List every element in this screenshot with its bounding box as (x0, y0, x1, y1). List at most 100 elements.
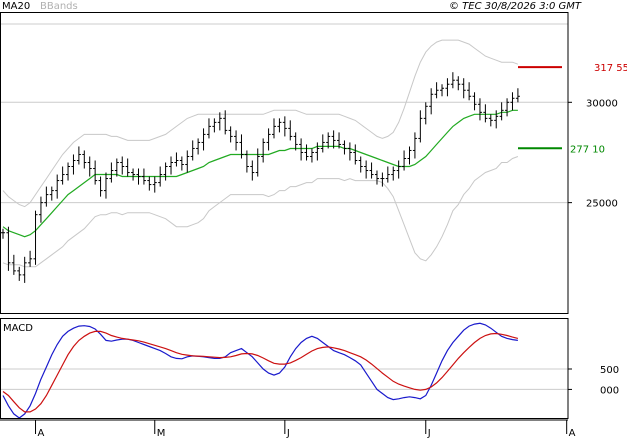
main-panel-frame (0, 12, 569, 314)
price-bar (288, 120, 293, 141)
price-bar (239, 134, 244, 159)
price-bar (461, 78, 466, 99)
price-bar (179, 156, 184, 171)
chart-labels: MA20 BBands © TEC 30/8/2026 3:0 GMT MACD (2, 1, 582, 334)
price-bar (515, 88, 520, 103)
price-bar (494, 110, 499, 129)
macd-line (2, 322, 518, 419)
price-bar (293, 132, 298, 151)
price-bar (76, 146, 81, 165)
price-bar (337, 132, 342, 149)
macd-panel (2, 322, 519, 419)
x-tick-label: A (38, 428, 45, 439)
price-bar (33, 210, 38, 265)
price-bar (11, 254, 16, 275)
bbands-legend-label: BBands (40, 1, 78, 12)
price-bar (250, 160, 255, 181)
macd-panel-frame (0, 318, 569, 419)
price-bar (282, 116, 287, 137)
resistance-label: 317 55 (594, 63, 627, 74)
price-bar (380, 172, 385, 187)
price-bar (22, 256, 27, 283)
price-bar (223, 110, 228, 135)
price-bar (163, 162, 168, 181)
price-bar (169, 156, 174, 175)
y-tick-label: 30000 (586, 98, 618, 109)
price-bar (467, 82, 472, 101)
price-bar (391, 166, 396, 181)
price-bar (510, 92, 515, 111)
price-bar (55, 174, 60, 199)
price-bar (234, 130, 239, 151)
price-bar (152, 176, 157, 193)
price-bar (483, 104, 488, 123)
price-bars (1, 72, 520, 283)
price-bar (304, 144, 309, 161)
price-bar (196, 138, 201, 155)
y-tick-label: 25000 (586, 199, 618, 210)
price-bar (82, 150, 87, 169)
price-bar (125, 158, 130, 177)
price-bar (98, 176, 103, 197)
price-bar (103, 172, 108, 199)
chart-frame: AMJJAS (0, 12, 576, 439)
price-bar (347, 142, 352, 161)
price-bar (71, 154, 76, 175)
price-bar (456, 76, 461, 91)
macd-y-tick-label: 000 (600, 385, 619, 396)
price-bar (60, 166, 65, 185)
macd-title: MACD (3, 323, 33, 334)
price-bar (315, 142, 320, 161)
price-bar (402, 150, 407, 171)
price-bar (358, 156, 363, 173)
ma20-series (2, 109, 518, 238)
price-bar (158, 166, 163, 187)
price-bar (38, 196, 43, 223)
x-tick-label: M (157, 428, 166, 439)
price-bar (412, 132, 417, 159)
price-bar (353, 144, 358, 165)
ma-legend-label: MA20 (2, 1, 30, 12)
price-bar (369, 162, 374, 179)
price-bar (418, 110, 423, 143)
x-tick-label: J (286, 428, 290, 439)
price-bar (445, 78, 450, 97)
x-tick-label: J (427, 428, 431, 439)
price-bar (326, 132, 331, 149)
price-bar (136, 168, 141, 185)
price-bar (407, 146, 412, 165)
price-bar (212, 118, 217, 133)
price-bar (364, 160, 369, 179)
ma20-line (2, 109, 518, 238)
price-bar (87, 156, 92, 177)
price-bar (244, 150, 249, 173)
price-bar (185, 150, 190, 173)
price-bar (206, 118, 211, 139)
price-bar (201, 128, 206, 151)
price-bar (472, 92, 477, 111)
price-bar (423, 102, 428, 125)
price-bar (434, 82, 439, 99)
signal-line (2, 330, 519, 413)
grid: 25000 30000 000 500 (0, 23, 619, 396)
price-bar (93, 160, 98, 185)
lower-band (2, 156, 519, 268)
price-bar (6, 226, 11, 271)
price-bar (1, 228, 5, 239)
price-bar (261, 138, 266, 163)
support-label: 277 10 (570, 144, 605, 155)
price-bar (450, 72, 455, 89)
price-bar (320, 134, 325, 153)
price-bar (147, 176, 152, 191)
price-bar (505, 98, 510, 117)
price-bar (342, 140, 347, 155)
price-bar (477, 98, 482, 121)
price-bar (120, 156, 125, 175)
price-bar (49, 186, 54, 201)
price-bar (255, 148, 260, 177)
price-bar (374, 170, 379, 185)
price-bar (17, 266, 22, 281)
copyright-text: © TEC 30/8/2026 3:0 GMT (449, 1, 582, 12)
price-bar (266, 128, 271, 151)
price-bar (217, 112, 222, 131)
